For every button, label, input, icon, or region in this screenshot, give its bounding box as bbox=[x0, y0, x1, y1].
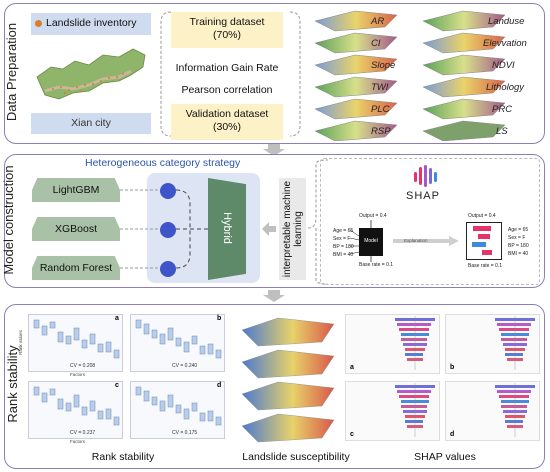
model-black-box bbox=[359, 228, 383, 256]
layer-prc: PRC bbox=[492, 104, 513, 115]
expl-right-sex: Sex = F bbox=[508, 235, 526, 241]
validation-dataset: Validation dataset (30%) bbox=[171, 104, 283, 140]
validation-text: Validation dataset (30%) bbox=[185, 108, 269, 133]
model-black-label: Model bbox=[364, 238, 378, 244]
city-label: Xian city bbox=[71, 117, 111, 129]
expl-bar-1 bbox=[473, 226, 491, 231]
layer-elevvation: Elevvation bbox=[483, 38, 527, 49]
hybrid-label: Hybrid bbox=[221, 212, 233, 244]
left-arrow bbox=[262, 222, 276, 236]
layer-landuse: Landuse bbox=[488, 16, 525, 27]
expl-left-age: Age = 65 bbox=[333, 228, 354, 234]
model-connectors bbox=[120, 189, 208, 269]
expl-right-bp: BP = 180 bbox=[508, 243, 529, 249]
cv-a: CV = 0.208 bbox=[70, 363, 96, 369]
xian-map bbox=[36, 48, 146, 100]
expl-bar-4 bbox=[482, 250, 492, 255]
iml-box bbox=[279, 178, 306, 280]
node-rf-icon bbox=[160, 261, 176, 277]
expl-right-output: Output = 0.4 bbox=[468, 213, 496, 219]
boxplot-a-letter: a bbox=[115, 315, 119, 322]
down-arrow-2 bbox=[263, 290, 285, 302]
factor-layers bbox=[314, 10, 506, 141]
shap-b-letter: b bbox=[450, 364, 455, 371]
cv-d: CV = 0.175 bbox=[172, 430, 198, 436]
lightgbm-box: LightGBM bbox=[32, 178, 120, 202]
layer-rsp: RSP bbox=[371, 126, 391, 137]
shap-d-letter: d bbox=[450, 431, 455, 438]
landslide-susceptibility-maps bbox=[241, 317, 335, 443]
boxplot-b-letter: b bbox=[217, 315, 222, 322]
iml-label: interpretable machine learning bbox=[282, 180, 304, 278]
node-xgboost-icon bbox=[160, 222, 176, 238]
expl-right-base: Base rate = 0.1 bbox=[468, 263, 503, 269]
expl-right-age: Age = 65 bbox=[508, 227, 529, 233]
shap-c-letter: c bbox=[350, 431, 354, 438]
layer-lithology: Lithology bbox=[486, 82, 525, 93]
explanation-arrow bbox=[393, 236, 459, 246]
expl-left-base: Base rate = 0.1 bbox=[359, 262, 394, 268]
caption-rank-stability: Rank stability bbox=[91, 451, 155, 463]
cv-b: CV = 0.240 bbox=[172, 363, 198, 369]
node-lightgbm-icon bbox=[160, 183, 176, 199]
city-footer bbox=[31, 113, 151, 134]
expl-left-lines bbox=[349, 220, 372, 262]
shap-logo-icon bbox=[414, 165, 437, 187]
boxplot-marks bbox=[33, 319, 222, 426]
inventory-dot-icon bbox=[35, 20, 42, 27]
strategy-title: Heterogeneous category strategy bbox=[85, 157, 241, 169]
layer-ndvi: NDVI bbox=[492, 60, 515, 71]
left-bracket bbox=[160, 11, 172, 137]
model-construction-label: Model construction bbox=[1, 165, 16, 275]
training-text: Training dataset (70%) bbox=[189, 16, 265, 41]
xgboost-box: XGBoost bbox=[32, 217, 120, 241]
explanation-label: Explanation bbox=[404, 238, 428, 243]
expl-left-output: Output = 0.4 bbox=[359, 213, 387, 219]
layer-ci: CI bbox=[371, 38, 381, 49]
expl-bar-3 bbox=[472, 242, 486, 247]
shap-logo-text: SHAP bbox=[406, 190, 440, 202]
cv-c: CV = 0.237 bbox=[70, 430, 96, 436]
axis-y-label: Rank values bbox=[17, 330, 23, 355]
random-forest-box: Random Forest bbox=[32, 256, 120, 280]
hybrid-box bbox=[208, 178, 246, 280]
layer-ar: AR bbox=[371, 16, 385, 27]
expl-bar-2 bbox=[478, 234, 490, 239]
caption-landslide-susceptibility: Landslide susceptibility bbox=[242, 451, 350, 463]
axis-x-top: Factors bbox=[70, 372, 86, 377]
layer-ls: LS bbox=[496, 126, 508, 137]
data-preparation-label: Data Preparation bbox=[4, 22, 19, 122]
shap-a-letter: a bbox=[350, 364, 354, 371]
axis-x-bottom: Factors bbox=[70, 439, 86, 444]
caption-shap-values: SHAP values bbox=[414, 451, 476, 463]
expl-left-bp: BP = 180 bbox=[333, 244, 354, 250]
boxplot-d-letter: d bbox=[217, 382, 222, 389]
inventory-header bbox=[31, 13, 151, 35]
expl-left-sex: Sex = F bbox=[333, 236, 351, 242]
igr-label: Information Gain Rate bbox=[175, 62, 279, 74]
inventory-label: Landslide inventory bbox=[46, 17, 137, 29]
expl-left-bmi: BMI = 40 bbox=[333, 252, 354, 258]
down-arrow-1 bbox=[263, 144, 285, 156]
training-dataset: Training dataset (70%) bbox=[171, 12, 283, 48]
shap-beeswarm-marks bbox=[395, 316, 535, 437]
layer-slope: Slope bbox=[371, 60, 396, 71]
right-bracket bbox=[289, 11, 301, 137]
layer-twi: TWI bbox=[371, 82, 389, 93]
boxplot-c-letter: c bbox=[115, 382, 119, 389]
shap-panel bbox=[320, 158, 540, 285]
expl-right-bmi: BMI = 40 bbox=[508, 251, 529, 257]
pearson-label: Pearson correlation bbox=[181, 84, 273, 96]
layer-plc: PLC bbox=[371, 104, 390, 115]
